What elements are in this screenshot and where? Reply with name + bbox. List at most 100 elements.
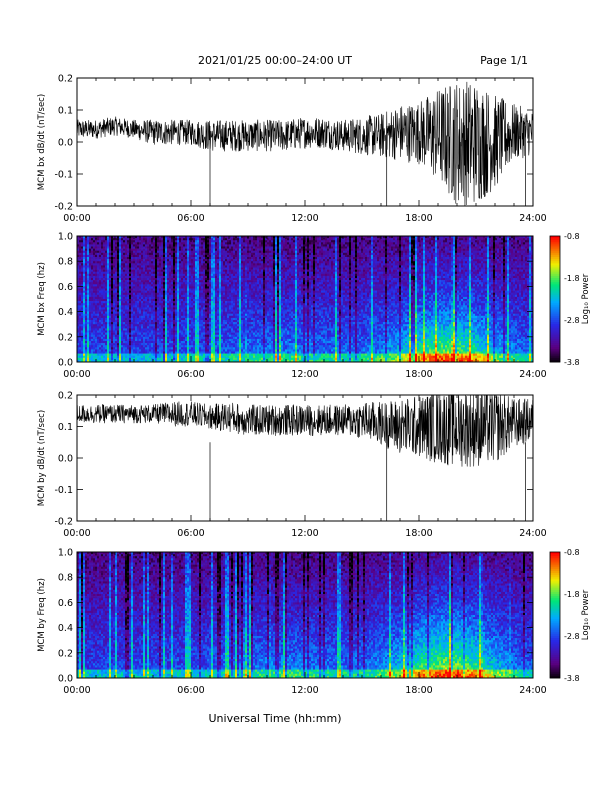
- spectrogram-cell: [103, 259, 105, 261]
- spectrogram-cell: [79, 349, 81, 351]
- spectrogram-cell: [123, 314, 125, 316]
- spectrogram-cell: [79, 265, 81, 267]
- spectrogram-cell: [123, 307, 125, 309]
- spectrogram-cell: [91, 253, 93, 255]
- spectrogram-cell: [91, 331, 93, 333]
- spectrogram-cell: [109, 259, 111, 261]
- spectrogram-cell: [97, 280, 99, 282]
- spectrogram-cell: [113, 255, 115, 257]
- spectrogram-cell: [99, 249, 101, 251]
- spectrogram-cell: [111, 356, 113, 358]
- spectrogram-cell: [109, 301, 111, 303]
- spectrogram-cells: [77, 236, 533, 362]
- spectrogram-cell: [107, 305, 109, 307]
- spectrogram-cell: [117, 356, 119, 358]
- spectrogram-cell: [89, 291, 91, 293]
- spectrogram-cell: [79, 339, 81, 341]
- spectrogram-cell: [103, 284, 105, 286]
- spectrogram-cell: [111, 352, 113, 354]
- spectrogram-cell: [119, 276, 121, 278]
- spectrogram-cell: [119, 284, 121, 286]
- spectrogram-cell: [105, 244, 107, 246]
- spectrogram-cell: [123, 240, 125, 242]
- spectrogram-cell: [121, 305, 123, 307]
- spectrogram-cell: [109, 303, 111, 305]
- spectrogram-cell: [91, 265, 93, 267]
- spectrogram-cell: [87, 345, 89, 347]
- spectrogram-cell: [93, 244, 95, 246]
- spectrogram-cell: [107, 240, 109, 242]
- x-tick-label: 00:00: [63, 213, 90, 224]
- spectrogram-cell: [113, 265, 115, 267]
- spectrogram-cell: [111, 337, 113, 339]
- spectrogram-cell: [95, 270, 97, 272]
- spectrogram-cell: [91, 299, 93, 301]
- spectrogram-cell: [89, 310, 91, 312]
- spectrogram-cell: [97, 270, 99, 272]
- spectrogram-cell: [99, 347, 101, 349]
- spectrogram-cell: [105, 343, 107, 345]
- spectrogram-cell: [99, 240, 101, 242]
- spectrogram-cell: [81, 324, 83, 326]
- spectrogram-cell: [115, 257, 117, 259]
- spectrogram-cell: [89, 356, 91, 358]
- spectrogram-cell: [113, 354, 115, 356]
- spectrogram-cell: [89, 259, 91, 261]
- spectrogram-cell: [107, 331, 109, 333]
- spectrogram-cell: [109, 240, 111, 242]
- spectrogram-cell: [121, 328, 123, 330]
- spectrogram-cell: [113, 312, 115, 314]
- spectrogram-cell: [111, 278, 113, 280]
- spectrogram-cell: [123, 343, 125, 345]
- spectrogram-cell: [83, 307, 85, 309]
- spectrogram-cell: [95, 324, 97, 326]
- spectrogram-cell: [119, 316, 121, 318]
- spectrogram-cell: [113, 318, 115, 320]
- x-tick-label: 18:00: [405, 213, 432, 224]
- x-tick-label: 12:00: [291, 213, 318, 224]
- spectrogram-cell: [115, 259, 117, 261]
- spectrogram-cell: [123, 303, 125, 305]
- spectrogram-cell: [93, 240, 95, 242]
- spectrogram-cell: [89, 339, 91, 341]
- spectrogram-cell: [97, 349, 99, 351]
- spectrogram-cell: [109, 356, 111, 358]
- spectrogram-cell: [111, 347, 113, 349]
- spectrogram-cell: [117, 316, 119, 318]
- spectrogram-cell: [81, 268, 83, 270]
- spectrogram-cell: [107, 328, 109, 330]
- spectrogram-cell: [105, 333, 107, 335]
- spectrogram-cell: [95, 335, 97, 337]
- spectrogram-cell: [101, 265, 103, 267]
- spectrogram-cell: [93, 347, 95, 349]
- spectrogram-cell: [103, 324, 105, 326]
- spectrogram-cell: [95, 326, 97, 328]
- spectrogram-cell: [87, 305, 89, 307]
- spectrogram-cell: [109, 276, 111, 278]
- spectrogram-cell: [79, 255, 81, 257]
- spectrogram-cell: [103, 244, 105, 246]
- spectrogram-cell: [109, 247, 111, 249]
- spectrogram-cell: [111, 339, 113, 341]
- spectrogram-cell: [105, 242, 107, 244]
- spectrogram-cell: [103, 337, 105, 339]
- spectrogram-cell: [117, 289, 119, 291]
- spectrogram-cell: [105, 316, 107, 318]
- spectrogram-cell: [83, 268, 85, 270]
- spectrogram-cell: [113, 331, 115, 333]
- spectrogram-cell: [103, 333, 105, 335]
- spectrogram-cell: [111, 322, 113, 324]
- spectrogram-cell: [117, 314, 119, 316]
- spectrogram-cell: [109, 312, 111, 314]
- spectrogram-cell: [99, 247, 101, 249]
- spectrogram-cell: [107, 247, 109, 249]
- spectrogram-cell: [87, 280, 89, 282]
- spectrogram-cell: [83, 282, 85, 284]
- spectrogram-cell: [115, 343, 117, 345]
- spectrogram-cell: [113, 270, 115, 272]
- spectrogram-cell: [95, 272, 97, 274]
- spectrogram-cell: [111, 343, 113, 345]
- spectrogram-cell: [81, 276, 83, 278]
- spectrogram-cell: [83, 244, 85, 246]
- spectrogram-cell: [81, 341, 83, 343]
